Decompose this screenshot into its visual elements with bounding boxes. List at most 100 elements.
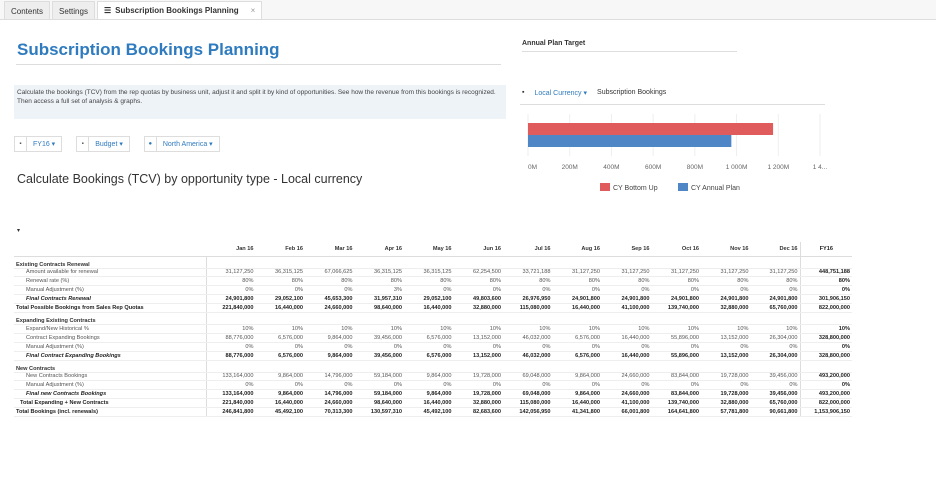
table-cell[interactable]: 80%	[701, 276, 751, 287]
table-cell[interactable]: 0%	[255, 285, 305, 296]
table-cell[interactable]: 33,721,188	[503, 268, 553, 278]
table-cell[interactable]: 0%	[404, 342, 454, 352]
tab-settings[interactable]: Settings	[52, 1, 95, 19]
table-cell[interactable]: 0%	[503, 342, 553, 352]
table-cell[interactable]: 0%	[305, 285, 355, 296]
filter-version[interactable]: ▪ Budget ▾	[76, 136, 130, 152]
table-cell[interactable]: 10%	[602, 324, 652, 334]
table-cell[interactable]: 0%	[799, 342, 852, 352]
table-cell[interactable]: 24,660,000	[602, 372, 652, 382]
table-cell[interactable]: 80%	[453, 276, 503, 287]
tab-subscription-bookings[interactable]: ☰ Subscription Bookings Planning ×	[96, 1, 263, 19]
table-cell[interactable]: 31,127,250	[750, 268, 800, 278]
table-cell[interactable]: 0%	[552, 342, 602, 352]
table-cell[interactable]: 31,127,250	[651, 268, 701, 278]
table-cell[interactable]: 80%	[651, 276, 701, 287]
table-cell[interactable]: 0%	[206, 380, 256, 391]
table-cell[interactable]: 14,796,000	[305, 372, 355, 382]
table-cell[interactable]: 0%	[255, 380, 305, 391]
table-cell[interactable]: 0%	[354, 342, 404, 352]
table-cell[interactable]: 9,864,000	[305, 333, 355, 343]
table-cell[interactable]: 9,864,000	[404, 372, 454, 382]
table-cell[interactable]: 448,751,188	[799, 268, 852, 278]
table-cell[interactable]: 83,844,000	[651, 372, 701, 382]
table-cell[interactable]: 80%	[404, 276, 454, 287]
table-cell[interactable]: 80%	[354, 276, 404, 287]
table-cell[interactable]: 10%	[354, 324, 404, 334]
table-cell[interactable]: 0%	[799, 285, 852, 296]
table-cell[interactable]: 10%	[404, 324, 454, 334]
table-cell[interactable]: 0%	[799, 380, 852, 391]
table-cell[interactable]: 0%	[404, 285, 454, 296]
table-cell[interactable]: 67,066,625	[305, 268, 355, 278]
collapse-caret-icon[interactable]: ▾	[17, 228, 21, 234]
table-cell[interactable]: 19,728,000	[453, 372, 503, 382]
filter-region[interactable]: ● North America ▾	[143, 136, 220, 152]
table-cell[interactable]: 10%	[206, 324, 256, 334]
table-cell[interactable]: 13,152,000	[701, 333, 751, 343]
table-cell[interactable]: 3%	[354, 285, 404, 296]
table-cell[interactable]: 0%	[552, 285, 602, 296]
table-cell[interactable]: 0%	[255, 342, 305, 352]
table-cell[interactable]: 0%	[701, 342, 751, 352]
filter-year[interactable]: ▪ FY16 ▾	[14, 136, 63, 152]
table-cell[interactable]: 328,800,000	[799, 333, 852, 343]
table-cell[interactable]: 62,254,500	[453, 268, 503, 278]
table-cell[interactable]: 0%	[602, 285, 652, 296]
table-cell[interactable]: 0%	[354, 380, 404, 391]
table-cell[interactable]: 16,440,000	[602, 333, 652, 343]
table-cell[interactable]: 0%	[503, 285, 553, 296]
table-cell[interactable]: 0%	[453, 342, 503, 352]
table-cell[interactable]: 9,864,000	[552, 372, 602, 382]
table-cell[interactable]: 36,315,125	[354, 268, 404, 278]
table-cell[interactable]: 80%	[503, 276, 553, 287]
table-cell[interactable]: 0%	[651, 342, 701, 352]
table-cell[interactable]: 0%	[206, 285, 256, 296]
table-cell[interactable]: 10%	[305, 324, 355, 334]
table-cell[interactable]: 6,576,000	[552, 333, 602, 343]
table-cell[interactable]: 0%	[453, 285, 503, 296]
bar-cy-bottom-up[interactable]	[528, 123, 774, 135]
table-cell[interactable]: 36,315,125	[255, 268, 305, 278]
table-cell[interactable]: 80%	[255, 276, 305, 287]
table-cell[interactable]: 80%	[799, 276, 852, 287]
table-cell[interactable]: 80%	[750, 276, 800, 287]
bar-cy-annual-plan[interactable]	[528, 135, 732, 147]
table-cell[interactable]: 10%	[799, 324, 852, 334]
table-cell[interactable]: 0%	[750, 285, 800, 296]
table-cell[interactable]: 0%	[602, 380, 652, 391]
table-cell[interactable]: 6,576,000	[255, 333, 305, 343]
table-cell[interactable]: 0%	[206, 342, 256, 352]
table-cell[interactable]: 10%	[750, 324, 800, 334]
table-cell[interactable]: 493,200,000	[799, 372, 852, 382]
table-cell[interactable]: 80%	[602, 276, 652, 287]
table-cell[interactable]: 39,456,000	[750, 372, 800, 382]
table-cell[interactable]: 55,896,000	[651, 333, 701, 343]
table-cell[interactable]: 10%	[701, 324, 751, 334]
table-cell[interactable]: 0%	[701, 380, 751, 391]
table-cell[interactable]: 0%	[750, 342, 800, 352]
table-cell[interactable]: 10%	[503, 324, 553, 334]
table-cell[interactable]: 10%	[255, 324, 305, 334]
table-cell[interactable]: 80%	[305, 276, 355, 287]
table-cell[interactable]: 19,728,000	[701, 372, 751, 382]
table-cell[interactable]: 80%	[552, 276, 602, 287]
table-cell[interactable]: 31,127,250	[206, 268, 256, 278]
table-cell[interactable]: 59,184,000	[354, 372, 404, 382]
table-cell[interactable]: 9,864,000	[255, 372, 305, 382]
table-cell[interactable]: 6,576,000	[404, 333, 454, 343]
table-cell[interactable]: 46,032,000	[503, 333, 553, 343]
table-cell[interactable]: 0%	[701, 285, 751, 296]
table-cell[interactable]: 133,164,000	[206, 372, 256, 382]
table-cell[interactable]: 0%	[651, 285, 701, 296]
table-cell[interactable]: 31,127,250	[602, 268, 652, 278]
tab-contents[interactable]: Contents	[4, 1, 51, 19]
table-cell[interactable]: 0%	[503, 380, 553, 391]
table-cell[interactable]: 10%	[651, 324, 701, 334]
table-cell[interactable]: 0%	[552, 380, 602, 391]
table-cell[interactable]: 10%	[453, 324, 503, 334]
table-cell[interactable]: 0%	[404, 380, 454, 391]
table-cell[interactable]: 36,315,125	[404, 268, 454, 278]
table-cell[interactable]: 26,304,000	[750, 333, 800, 343]
table-cell[interactable]: 0%	[602, 342, 652, 352]
